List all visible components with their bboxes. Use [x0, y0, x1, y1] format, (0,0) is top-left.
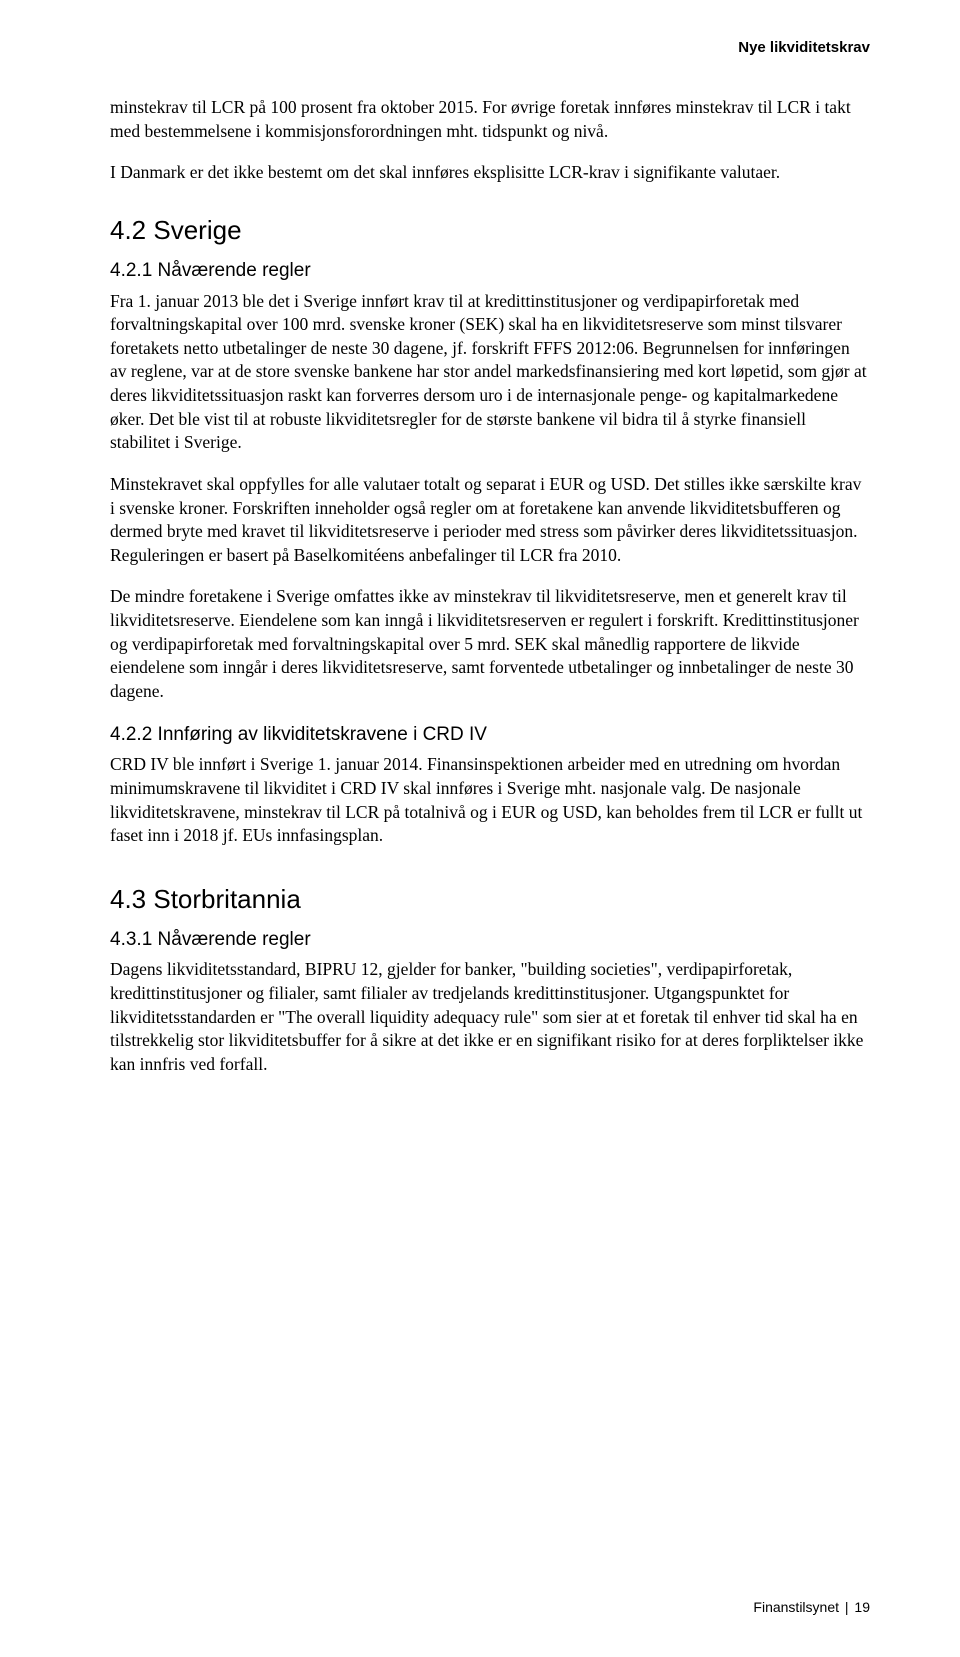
heading-4-2-2-innforing: 4.2.2 Innføring av likviditetskravene i …	[110, 722, 870, 748]
heading-4-2-1-navaerende-regler: 4.2.1 Nåværende regler	[110, 258, 870, 284]
footer-page-number: 19	[854, 1599, 870, 1615]
paragraph: minstekrav til LCR på 100 prosent fra ok…	[110, 96, 870, 143]
paragraph: CRD IV ble innført i Sverige 1. januar 2…	[110, 753, 870, 848]
heading-4-3-1-navaerende-regler: 4.3.1 Nåværende regler	[110, 927, 870, 953]
paragraph: I Danmark er det ikke bestemt om det ska…	[110, 161, 870, 185]
paragraph: De mindre foretakene i Sverige omfattes …	[110, 585, 870, 703]
paragraph: Fra 1. januar 2013 ble det i Sverige inn…	[110, 290, 870, 455]
heading-4-3-storbritannia: 4.3 Storbritannia	[110, 882, 870, 917]
heading-4-2-sverige: 4.2 Sverige	[110, 213, 870, 248]
page-footer: Finanstilsynet | 19	[753, 1598, 870, 1617]
document-header-title: Nye likviditetskrav	[738, 38, 870, 58]
footer-separator: |	[845, 1599, 849, 1615]
paragraph: Dagens likviditetsstandard, BIPRU 12, gj…	[110, 958, 870, 1076]
footer-org: Finanstilsynet	[753, 1599, 839, 1615]
paragraph: Minstekravet skal oppfylles for alle val…	[110, 473, 870, 568]
